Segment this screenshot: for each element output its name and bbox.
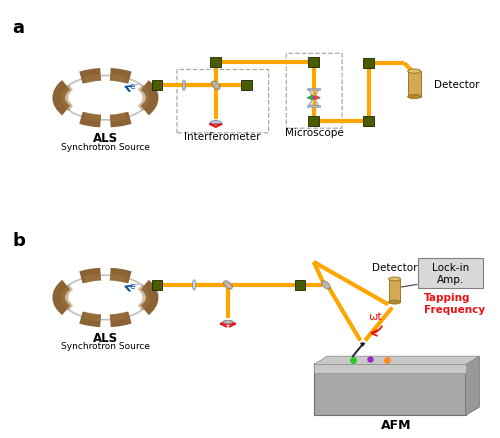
Text: ALS: ALS bbox=[93, 132, 118, 145]
Ellipse shape bbox=[210, 121, 221, 124]
FancyBboxPatch shape bbox=[210, 58, 221, 68]
Text: Interferometer: Interferometer bbox=[184, 132, 261, 142]
Ellipse shape bbox=[408, 70, 420, 74]
FancyBboxPatch shape bbox=[308, 117, 319, 127]
Text: Synchrotron Source: Synchrotron Source bbox=[61, 342, 150, 350]
Ellipse shape bbox=[322, 281, 330, 290]
Polygon shape bbox=[314, 357, 480, 365]
Text: Tapping
Frequency: Tapping Frequency bbox=[424, 293, 485, 314]
FancyBboxPatch shape bbox=[241, 81, 252, 91]
FancyBboxPatch shape bbox=[388, 279, 400, 302]
FancyBboxPatch shape bbox=[294, 280, 306, 290]
Text: Synchrotron Source: Synchrotron Source bbox=[61, 142, 150, 151]
Text: ALS: ALS bbox=[93, 332, 118, 344]
Text: Microscope: Microscope bbox=[285, 127, 344, 138]
Text: Lock-in
Amp.: Lock-in Amp. bbox=[432, 262, 469, 284]
FancyBboxPatch shape bbox=[308, 106, 320, 108]
Ellipse shape bbox=[308, 97, 320, 100]
Text: e⁻: e⁻ bbox=[130, 281, 140, 290]
Text: AFM: AFM bbox=[382, 418, 412, 431]
Text: Detector: Detector bbox=[434, 80, 479, 90]
Ellipse shape bbox=[212, 82, 220, 90]
Text: ωt: ωt bbox=[368, 311, 382, 321]
FancyBboxPatch shape bbox=[408, 72, 420, 97]
Polygon shape bbox=[309, 99, 318, 106]
Text: a: a bbox=[12, 19, 24, 37]
Polygon shape bbox=[466, 357, 479, 415]
Text: Detector: Detector bbox=[372, 262, 418, 272]
Ellipse shape bbox=[192, 280, 196, 290]
Ellipse shape bbox=[388, 277, 400, 281]
Polygon shape bbox=[360, 343, 364, 346]
Text: b: b bbox=[12, 232, 25, 250]
FancyBboxPatch shape bbox=[418, 258, 483, 288]
Ellipse shape bbox=[222, 321, 234, 324]
Ellipse shape bbox=[408, 95, 420, 99]
Ellipse shape bbox=[388, 300, 400, 304]
FancyBboxPatch shape bbox=[152, 280, 162, 290]
Text: e⁻: e⁻ bbox=[130, 82, 140, 91]
FancyBboxPatch shape bbox=[152, 81, 162, 91]
Ellipse shape bbox=[224, 281, 232, 290]
FancyBboxPatch shape bbox=[363, 117, 374, 127]
Polygon shape bbox=[309, 91, 318, 97]
FancyBboxPatch shape bbox=[363, 59, 374, 69]
FancyBboxPatch shape bbox=[314, 363, 466, 373]
Ellipse shape bbox=[182, 81, 186, 91]
FancyBboxPatch shape bbox=[308, 89, 320, 91]
FancyBboxPatch shape bbox=[308, 58, 319, 68]
FancyBboxPatch shape bbox=[314, 365, 466, 415]
